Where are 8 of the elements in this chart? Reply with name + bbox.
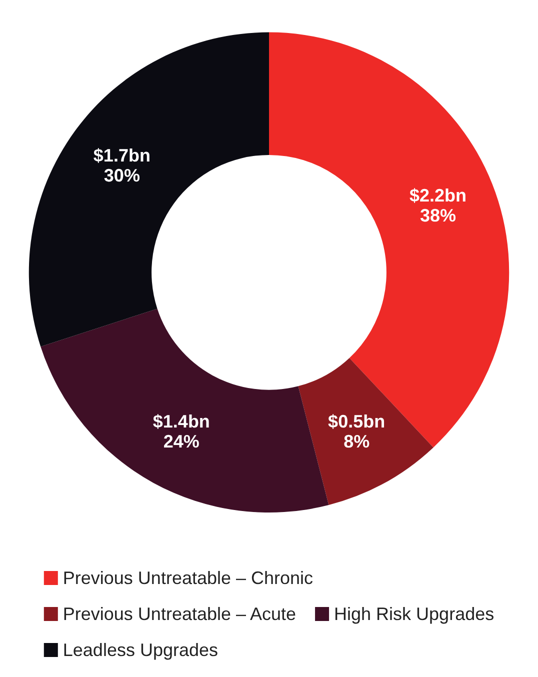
legend-label: Previous Untreatable – Chronic xyxy=(62,568,314,588)
data-label: $2.2bn 38% xyxy=(410,185,467,226)
data-label: $1.7bn 30% xyxy=(93,146,150,186)
legend-label: High Risk Upgrades xyxy=(334,604,494,624)
legend-label: Previous Untreatable – Acute xyxy=(62,604,296,624)
data-label: $0.5bn 8% xyxy=(328,412,386,452)
legend-label: Leadless Upgrades xyxy=(62,640,218,660)
data-label: $1.4bn 24% xyxy=(152,412,210,452)
